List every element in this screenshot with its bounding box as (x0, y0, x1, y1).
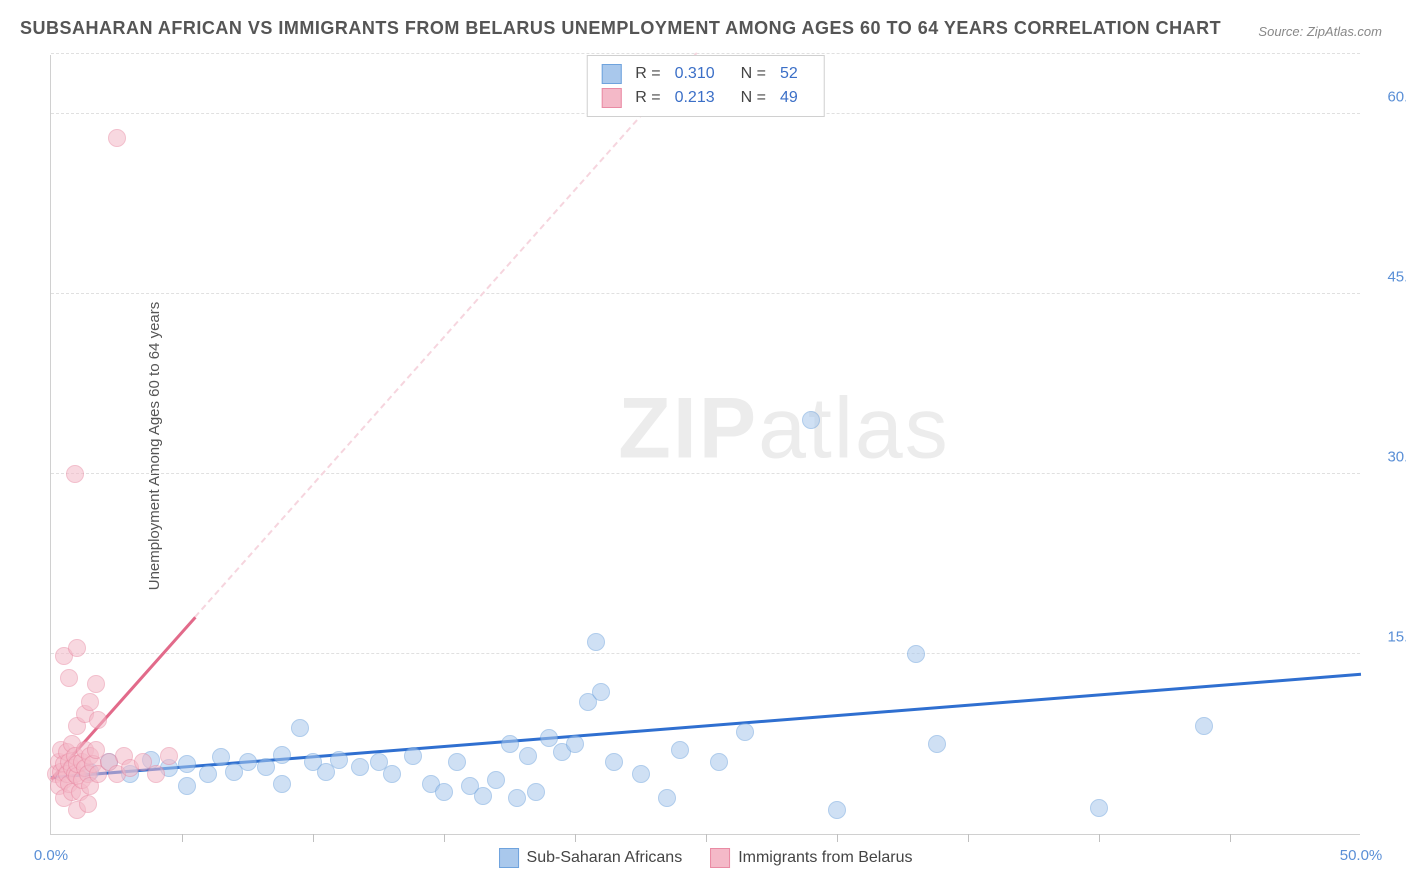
x-tick (837, 834, 838, 842)
chart-title: SUBSAHARAN AFRICAN VS IMMIGRANTS FROM BE… (20, 18, 1221, 39)
x-tick (706, 834, 707, 842)
gridline-h (51, 473, 1360, 474)
legend-stats: R = 0.310 N = 52 R = 0.213 N = 49 (586, 55, 825, 117)
y-tick-label: 15.0% (1370, 629, 1406, 646)
scatter-point (519, 747, 537, 765)
scatter-point (828, 801, 846, 819)
legend-stats-row: R = 0.310 N = 52 (601, 62, 810, 86)
scatter-point (671, 741, 689, 759)
stat-n-value-0: 52 (780, 65, 798, 83)
scatter-point (68, 639, 86, 657)
scatter-point (273, 746, 291, 764)
stat-n-value-1: 49 (780, 89, 798, 107)
scatter-point (474, 787, 492, 805)
scatter-point (178, 777, 196, 795)
scatter-point (1195, 717, 1213, 735)
stat-r-label: R = (635, 89, 660, 107)
stat-n-label: N = (741, 89, 766, 107)
scatter-point (212, 748, 230, 766)
x-tick (444, 834, 445, 842)
legend-item: Sub-Saharan Africans (499, 848, 683, 868)
scatter-point (802, 411, 820, 429)
scatter-point (108, 129, 126, 147)
source-value: ZipAtlas.com (1307, 24, 1382, 39)
scatter-point (435, 783, 453, 801)
x-tick (1230, 834, 1231, 842)
stat-n-label: N = (741, 65, 766, 83)
y-tick-label: 60.0% (1370, 89, 1406, 106)
legend-swatch-blue (499, 848, 519, 868)
scatter-point (87, 675, 105, 693)
scatter-point (291, 719, 309, 737)
scatter-point (928, 735, 946, 753)
scatter-point (448, 753, 466, 771)
scatter-point (587, 633, 605, 651)
legend-label: Sub-Saharan Africans (527, 849, 683, 867)
legend-item: Immigrants from Belarus (710, 848, 912, 868)
scatter-point (710, 753, 728, 771)
x-tick (1099, 834, 1100, 842)
scatter-point (330, 751, 348, 769)
scatter-point (66, 465, 84, 483)
legend-swatch-blue (601, 64, 621, 84)
scatter-point (79, 795, 97, 813)
gridline-h (51, 653, 1360, 654)
scatter-point (351, 758, 369, 776)
y-tick-label: 30.0% (1370, 449, 1406, 466)
scatter-point (257, 758, 275, 776)
scatter-point (658, 789, 676, 807)
x-tick-label: 0.0% (34, 847, 68, 864)
y-tick-label: 45.0% (1370, 269, 1406, 286)
scatter-point (487, 771, 505, 789)
scatter-point (89, 711, 107, 729)
legend-label: Immigrants from Belarus (738, 849, 912, 867)
scatter-point (508, 789, 526, 807)
stat-r-label: R = (635, 65, 660, 83)
plot-area: ZIPatlas R = 0.310 N = 52 R = 0.213 N = … (50, 55, 1360, 835)
x-tick (968, 834, 969, 842)
scatter-point (404, 747, 422, 765)
scatter-point (540, 729, 558, 747)
watermark-zip: ZIP (618, 380, 758, 476)
scatter-point (239, 753, 257, 771)
scatter-point (273, 775, 291, 793)
trend-line-dashed (194, 52, 697, 617)
scatter-point (566, 735, 584, 753)
scatter-point (81, 693, 99, 711)
scatter-point (736, 723, 754, 741)
scatter-point (178, 755, 196, 773)
watermark: ZIPatlas (618, 379, 949, 478)
scatter-point (147, 765, 165, 783)
gridline-h (51, 293, 1360, 294)
scatter-point (160, 747, 178, 765)
x-tick (575, 834, 576, 842)
scatter-point (199, 765, 217, 783)
legend-swatch-pink (710, 848, 730, 868)
watermark-atlas: atlas (758, 380, 950, 476)
legend-swatch-pink (601, 88, 621, 108)
stat-r-value-1: 0.213 (675, 89, 715, 107)
legend-stats-row: R = 0.213 N = 49 (601, 86, 810, 110)
scatter-point (60, 669, 78, 687)
scatter-point (592, 683, 610, 701)
scatter-point (527, 783, 545, 801)
scatter-point (605, 753, 623, 771)
x-tick (182, 834, 183, 842)
gridline-h (51, 53, 1360, 54)
x-tick-label: 50.0% (1340, 847, 1383, 864)
stat-r-value-0: 0.310 (675, 65, 715, 83)
scatter-point (907, 645, 925, 663)
source-label: Source: (1258, 24, 1303, 39)
scatter-point (632, 765, 650, 783)
source-citation: Source: ZipAtlas.com (1258, 24, 1382, 39)
x-tick (313, 834, 314, 842)
legend-series: Sub-Saharan Africans Immigrants from Bel… (499, 848, 913, 868)
scatter-point (501, 735, 519, 753)
scatter-point (383, 765, 401, 783)
scatter-point (1090, 799, 1108, 817)
